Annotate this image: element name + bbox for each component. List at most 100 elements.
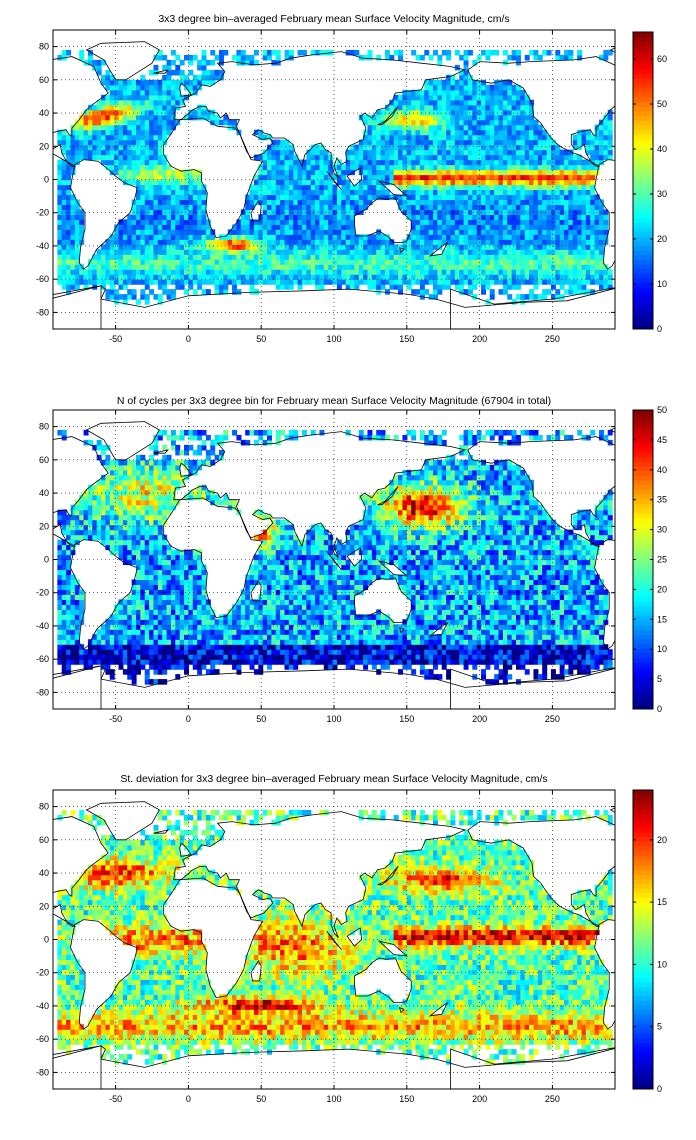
heatmap-cell [153, 119, 159, 126]
heatmap-cell [354, 269, 360, 275]
heatmap-cell [467, 99, 473, 106]
heatmap-cell [467, 264, 473, 270]
heatmap-cell [419, 129, 425, 136]
heatmap-cell [61, 224, 67, 230]
heatmap-cell [524, 124, 530, 131]
heatmap-cell [550, 284, 556, 290]
heatmap-cell [485, 269, 491, 275]
heatmap-cell [197, 234, 203, 240]
heatmap-cell [446, 229, 452, 235]
heatmap-cell [406, 144, 412, 151]
heatmap-cell [249, 54, 255, 61]
heatmap-cell [459, 229, 465, 235]
heatmap-cell [288, 229, 294, 235]
heatmap-cell [157, 284, 163, 290]
heatmap-cell [428, 104, 434, 111]
heatmap-cell [520, 134, 526, 141]
colorbar-step [633, 134, 653, 140]
heatmap-cell [101, 254, 107, 260]
heatmap-cell [249, 234, 255, 240]
heatmap-cell [529, 129, 535, 136]
heatmap-cell [245, 264, 251, 270]
heatmap-cell [223, 264, 229, 270]
heatmap-cell [564, 254, 570, 260]
heatmap-cell [144, 84, 150, 91]
heatmap-cell [153, 219, 159, 225]
heatmap-cell [162, 159, 168, 166]
heatmap-cell [454, 154, 460, 161]
heatmap-cell [140, 464, 146, 471]
heatmap-cell [61, 144, 67, 151]
heatmap-cell [92, 514, 98, 521]
heatmap-cell [441, 169, 447, 176]
heatmap-cell [341, 214, 347, 220]
heatmap-cell [406, 149, 412, 156]
heatmap-cell [607, 274, 613, 280]
heatmap-cell [542, 289, 548, 295]
heatmap-cell [463, 114, 469, 121]
heatmap-cell [162, 199, 168, 206]
heatmap-cell [450, 234, 456, 240]
heatmap-cell [585, 144, 591, 151]
heatmap-cell [127, 159, 133, 166]
heatmap-cell [149, 104, 155, 111]
heatmap-cell [66, 564, 72, 571]
heatmap-cell [288, 269, 294, 275]
heatmap-cell [96, 59, 102, 66]
heatmap-cell [319, 229, 325, 235]
heatmap-cell [524, 239, 530, 245]
heatmap-cell [533, 184, 539, 191]
heatmap-cell [494, 204, 500, 210]
heatmap-cell [101, 459, 107, 466]
heatmap-cell [135, 584, 141, 590]
heatmap-cell [345, 159, 351, 166]
heatmap-cell [131, 614, 137, 620]
heatmap-cell [101, 119, 107, 126]
heatmap-cell [135, 499, 141, 506]
heatmap-cell [546, 279, 552, 285]
heatmap-cell [127, 239, 133, 245]
heatmap-cell [197, 229, 203, 235]
heatmap-cell [568, 259, 574, 265]
heatmap-cell [603, 54, 609, 61]
heatmap-cell [428, 234, 434, 240]
heatmap-cell [109, 169, 115, 176]
heatmap-cell [529, 229, 535, 235]
heatmap-cell [101, 514, 107, 521]
heatmap-cell [494, 159, 500, 166]
heatmap-cell [131, 664, 137, 670]
heatmap-cell [371, 119, 377, 126]
heatmap-cell [179, 94, 185, 101]
heatmap-cell [144, 629, 150, 635]
heatmap-cell [384, 119, 390, 126]
heatmap-cell [170, 184, 176, 191]
heatmap-cell [398, 199, 404, 206]
heatmap-cell [92, 139, 98, 146]
heatmap-cell [144, 299, 150, 305]
heatmap-cell [384, 54, 390, 61]
heatmap-cell [350, 244, 355, 250]
heatmap-cell [192, 169, 198, 176]
heatmap-cell [354, 164, 360, 171]
heatmap-cell [577, 244, 583, 250]
heatmap-cell [205, 229, 211, 235]
heatmap-cell [144, 259, 150, 265]
heatmap-cell [511, 244, 517, 250]
heatmap-cell [524, 199, 530, 206]
heatmap-cell [489, 244, 495, 250]
heatmap-cell [293, 219, 299, 225]
heatmap-cell [188, 244, 194, 250]
heatmap-cell [275, 274, 281, 280]
heatmap-cell [341, 174, 347, 181]
heatmap-cell [494, 249, 500, 255]
heatmap-cell [114, 534, 120, 541]
heatmap-cell [61, 134, 67, 141]
coastline [53, 285, 615, 329]
heatmap-cell [135, 469, 141, 476]
heatmap-cell [328, 254, 334, 260]
heatmap-cell [315, 279, 321, 285]
heatmap-cell [105, 494, 111, 501]
heatmap-cell [153, 144, 159, 151]
heatmap-cell [118, 474, 124, 481]
heatmap-cell [520, 89, 526, 96]
